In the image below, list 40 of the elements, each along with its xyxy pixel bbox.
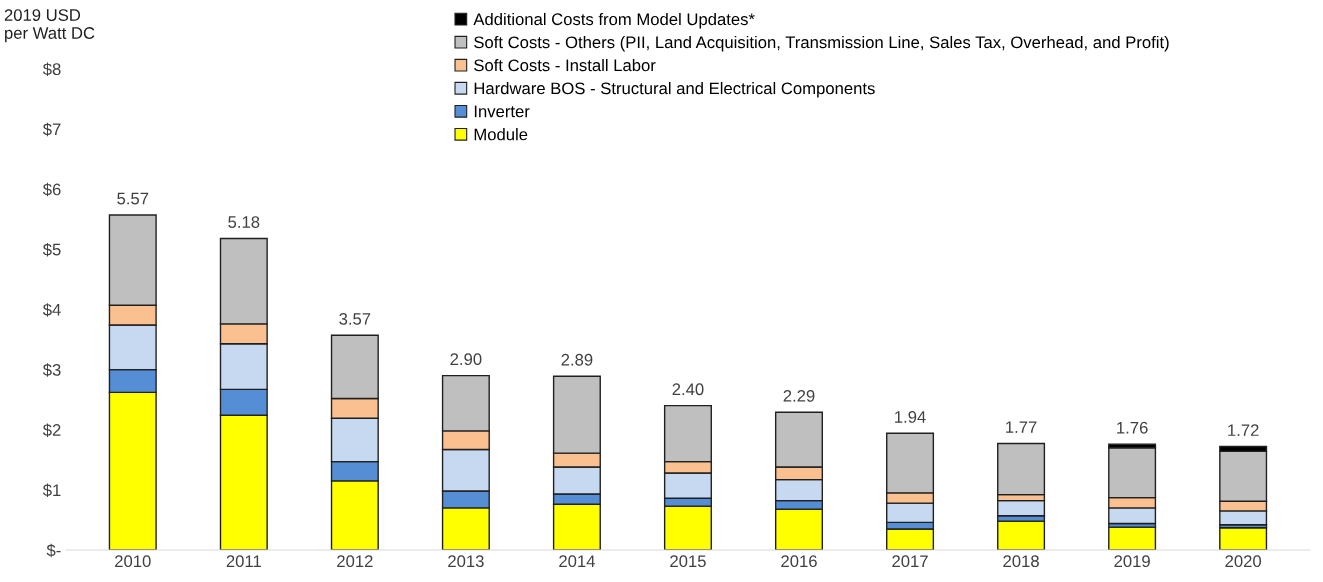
y-tick-label: $3 [42,363,61,377]
bar [1219,527,1268,550]
legend-label: Soft Costs - Install Labor [474,58,656,72]
x-tick-label: 2018 [1003,555,1039,568]
y-tick-label: $8 [42,62,61,77]
bar [997,520,1046,550]
x-tick-label: 2019 [1114,555,1150,568]
legend-label: Additional Costs from Model Updates* [473,12,755,29]
legend-label: Soft Costs - Others (PII, Land Acquisition, Transmission Line, Sales Tax, Overhead, and Profit) [474,35,1169,52]
x-tick-label: 2011 [226,555,261,568]
x-tick-label: 2013 [448,555,484,568]
total-label: 2.89 [561,353,593,366]
total-label: 1.72 [1228,424,1259,436]
total-label: 2.90 [450,353,482,366]
y-tick-label: $2 [42,423,61,437]
total-label: 1.77 [1006,421,1037,433]
y-tick-label: $7 [42,122,61,137]
legend-label: Inverter [474,105,530,118]
total-label: 1.76 [1117,421,1148,434]
y-tick-label: $5 [42,242,61,257]
y-tick-label: $6 [42,182,61,197]
x-tick-label: 2014 [559,555,595,568]
y-tick-label: $4 [42,303,61,317]
legend-label: Hardware BOS - Structural and Electrical Components [474,82,875,98]
y-axis-title: 2019 USD per Watt DC [4,9,95,43]
x-tick-label: 2012 [337,555,373,568]
x-tick-label: 2020 [1225,555,1262,568]
x-tick-label: 2017 [892,555,928,568]
total-label: 5.18 [228,216,260,228]
x-tick-label: 2010 [115,555,151,568]
y-tick-label: $1 [42,483,61,498]
x-tick-label: 2015 [670,555,706,568]
total-label: 1.94 [895,411,926,423]
total-label: 3.57 [339,312,371,325]
total-label: 2.40 [672,383,704,396]
x-tick-label: 2016 [781,555,817,568]
total-label: 2.29 [783,389,815,402]
legend-label: Module [474,128,528,141]
total-label: 5.57 [117,192,149,205]
y-tick-label: $- [46,543,61,558]
